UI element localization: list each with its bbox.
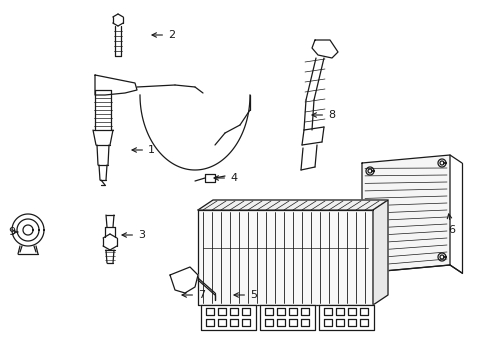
Polygon shape <box>218 319 225 326</box>
Polygon shape <box>335 308 343 315</box>
Text: 9: 9 <box>8 227 18 237</box>
Polygon shape <box>276 308 285 315</box>
Polygon shape <box>347 319 355 326</box>
Text: 4: 4 <box>214 173 237 183</box>
Polygon shape <box>170 267 198 293</box>
Polygon shape <box>372 200 387 305</box>
Text: 2: 2 <box>152 30 175 40</box>
Polygon shape <box>205 308 214 315</box>
Polygon shape <box>229 319 238 326</box>
Polygon shape <box>347 308 355 315</box>
Polygon shape <box>260 305 314 330</box>
Polygon shape <box>205 319 214 326</box>
Polygon shape <box>218 308 225 315</box>
Polygon shape <box>324 319 331 326</box>
Text: 6: 6 <box>447 214 454 235</box>
Text: 1: 1 <box>132 145 155 155</box>
Text: 7: 7 <box>182 290 204 300</box>
Polygon shape <box>335 319 343 326</box>
Polygon shape <box>242 308 249 315</box>
Polygon shape <box>301 308 308 315</box>
Polygon shape <box>318 305 373 330</box>
Polygon shape <box>229 308 238 315</box>
Polygon shape <box>201 305 256 330</box>
Polygon shape <box>359 319 367 326</box>
Polygon shape <box>264 308 272 315</box>
Polygon shape <box>288 319 296 326</box>
Polygon shape <box>264 319 272 326</box>
Polygon shape <box>276 319 285 326</box>
Polygon shape <box>204 174 215 182</box>
Polygon shape <box>311 40 337 58</box>
Polygon shape <box>198 210 372 305</box>
Polygon shape <box>95 75 137 95</box>
Text: 3: 3 <box>122 230 145 240</box>
Text: 5: 5 <box>234 290 257 300</box>
Text: 8: 8 <box>311 110 334 120</box>
Polygon shape <box>301 319 308 326</box>
Polygon shape <box>361 155 449 273</box>
Polygon shape <box>324 308 331 315</box>
Polygon shape <box>198 200 387 210</box>
Polygon shape <box>359 308 367 315</box>
Polygon shape <box>242 319 249 326</box>
Polygon shape <box>288 308 296 315</box>
